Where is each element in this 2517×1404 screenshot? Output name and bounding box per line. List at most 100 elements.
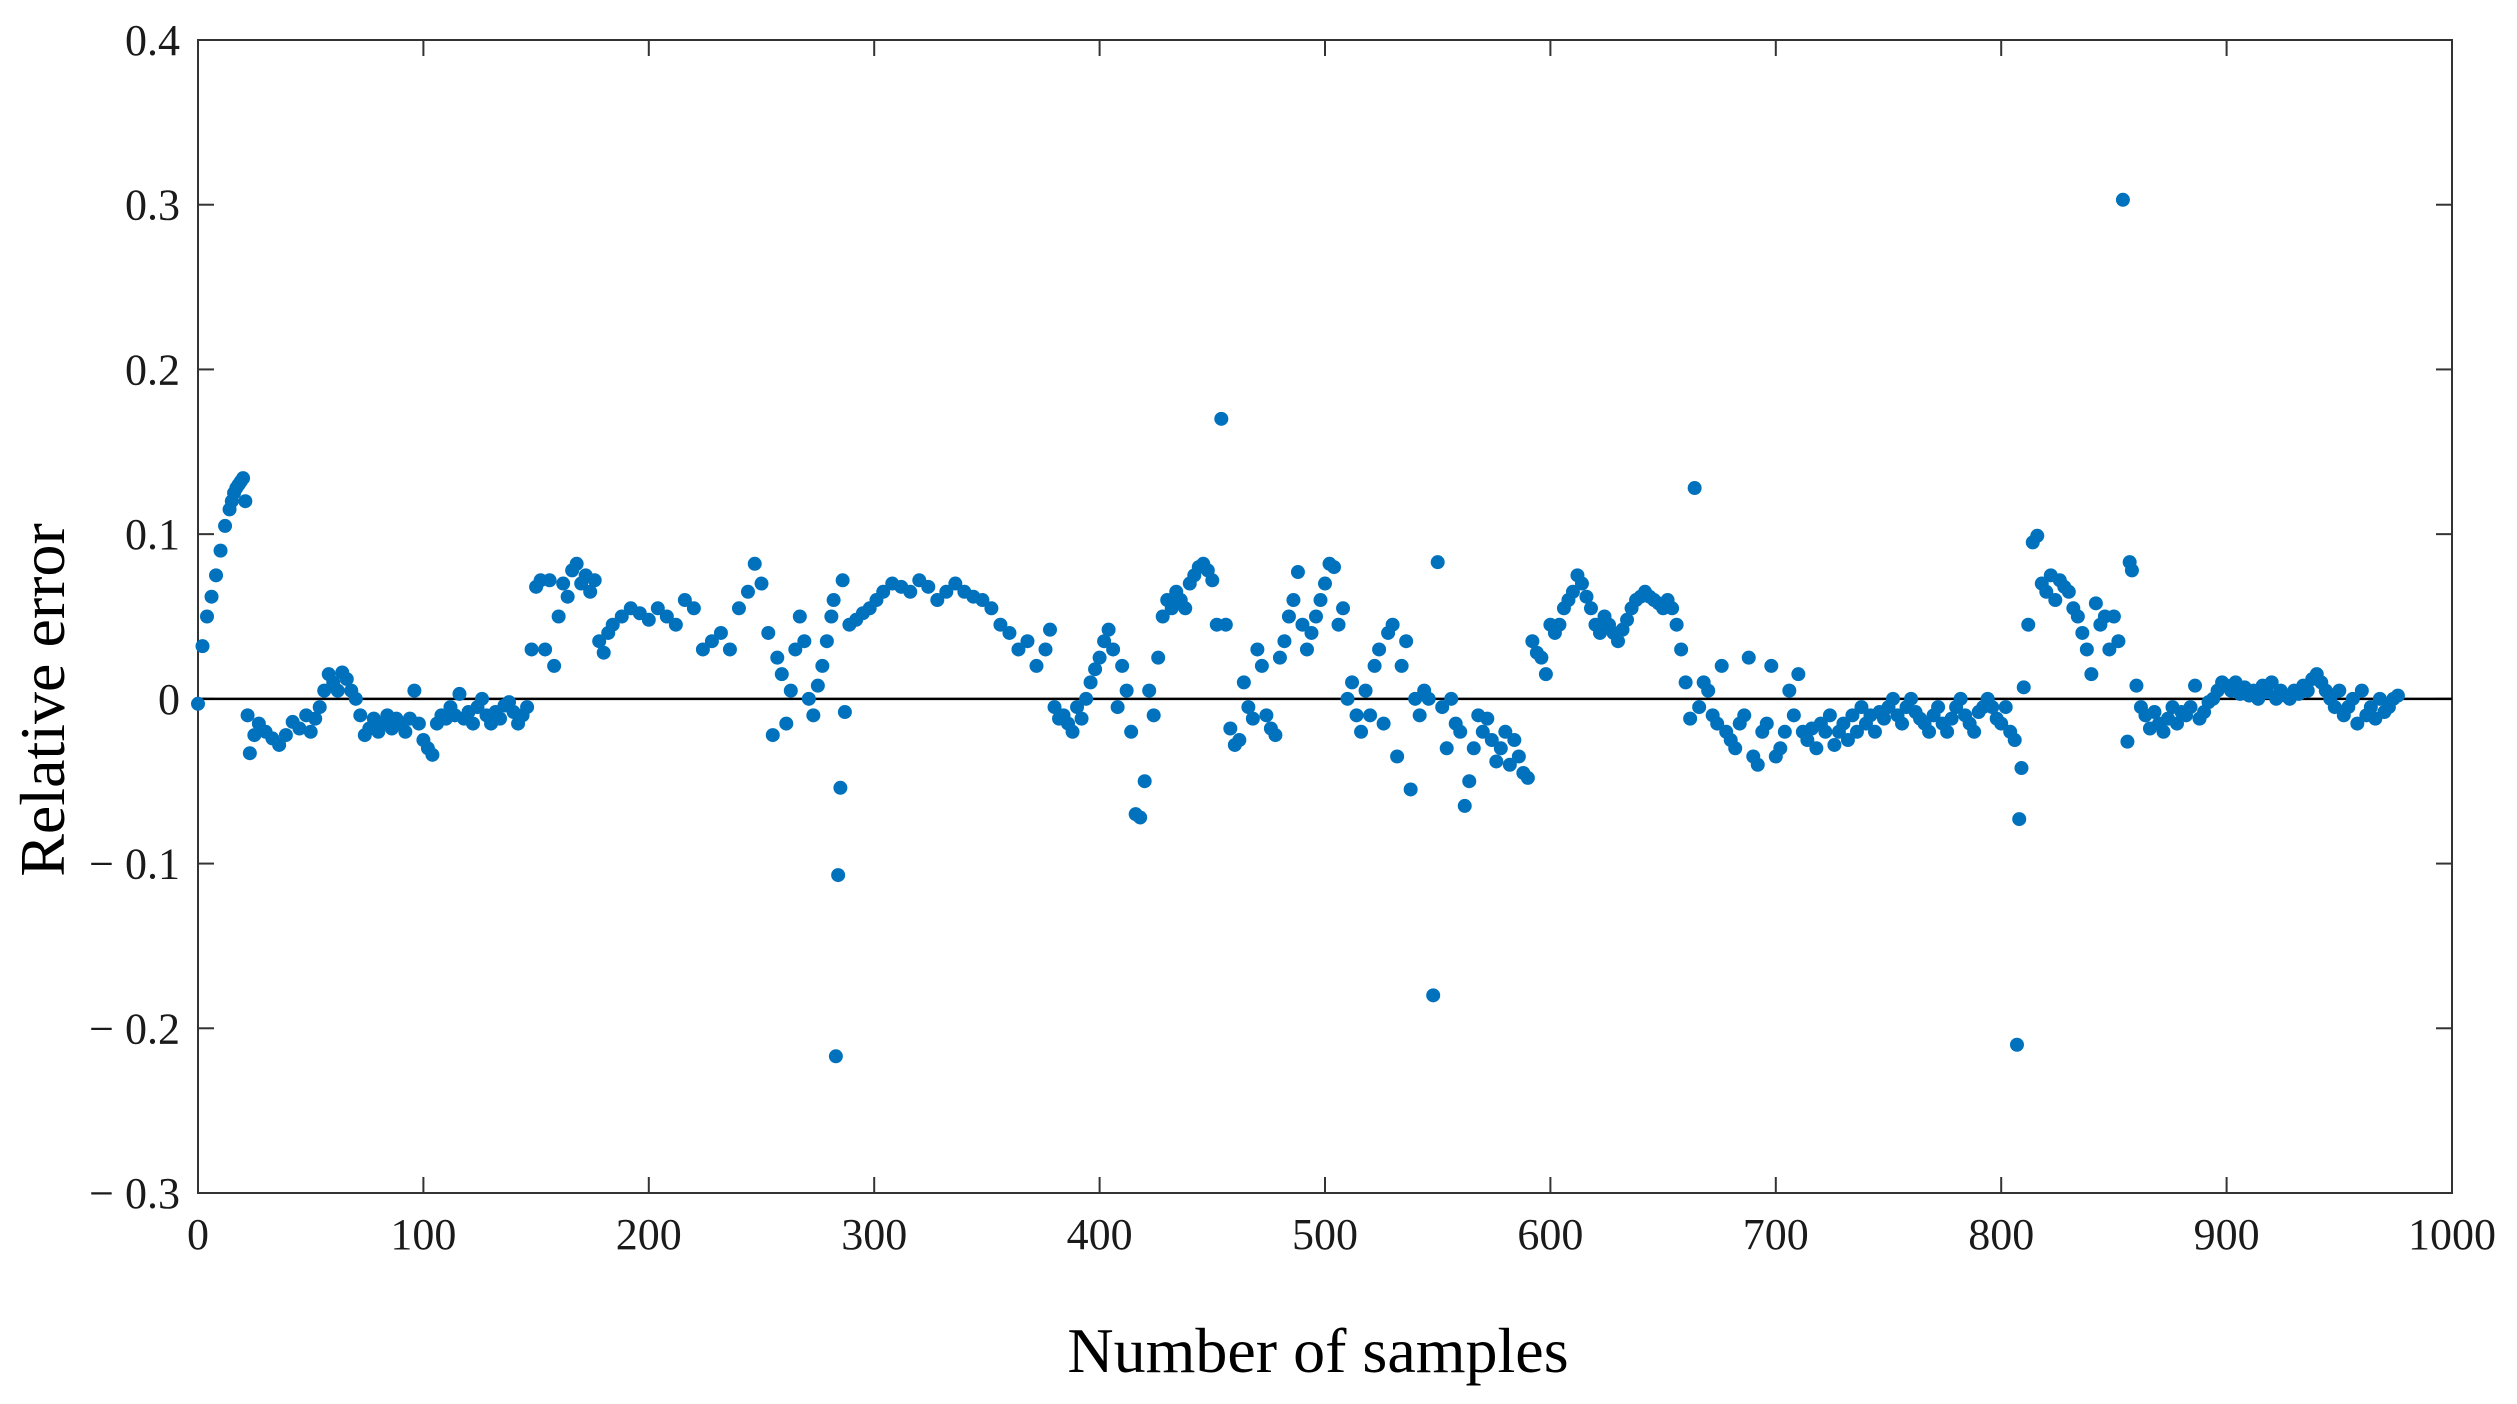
data-point	[1218, 617, 1233, 632]
data-point	[1922, 724, 1937, 739]
data-point	[1845, 708, 1860, 723]
data-point	[1426, 988, 1441, 1003]
data-point	[975, 593, 990, 608]
data-point	[583, 584, 598, 599]
data-point	[1390, 749, 1405, 764]
data-point	[200, 609, 215, 624]
data-point	[204, 589, 219, 604]
x-tick-label: 0	[187, 1210, 209, 1259]
data-point	[731, 601, 746, 616]
data-point	[1904, 691, 1919, 706]
data-point	[407, 683, 422, 698]
data-point	[1466, 741, 1481, 756]
data-point	[1484, 733, 1499, 748]
data-point	[2332, 683, 2347, 698]
data-point	[1822, 708, 1837, 723]
data-point	[1800, 733, 1815, 748]
data-point	[1408, 691, 1423, 706]
data-point	[1151, 650, 1166, 665]
data-point	[1944, 711, 1959, 726]
data-point	[2156, 724, 2171, 739]
data-point	[641, 612, 656, 627]
data-point	[1777, 724, 1792, 739]
data-point	[722, 642, 737, 657]
data-point	[2030, 528, 2045, 543]
data-point	[1020, 634, 1035, 649]
data-point	[614, 609, 629, 624]
data-point	[1299, 642, 1314, 657]
data-point	[1710, 716, 1725, 731]
data-point	[1178, 601, 1193, 616]
data-point	[747, 556, 762, 571]
data-point	[1854, 700, 1869, 715]
data-point	[1155, 609, 1170, 624]
x-tick-label: 500	[1292, 1210, 1358, 1259]
data-point	[2014, 761, 2029, 776]
data-point	[1214, 411, 1229, 426]
x-tick-label: 700	[1743, 1210, 1809, 1259]
data-point	[2147, 705, 2162, 720]
x-tick-label: 400	[1067, 1210, 1133, 1259]
data-point	[801, 691, 816, 706]
data-point	[1764, 658, 1779, 673]
data-point	[1399, 634, 1414, 649]
data-point	[876, 584, 891, 599]
data-point	[1394, 658, 1409, 673]
data-point	[1164, 601, 1179, 616]
data-point	[1538, 667, 1553, 682]
y-tick-label: 0	[158, 675, 180, 724]
x-axis-title: Number of samples	[1067, 1315, 1568, 1386]
data-point	[1967, 724, 1982, 739]
data-point	[1318, 576, 1332, 591]
data-point	[810, 678, 825, 693]
y-tick-label: − 0.1	[89, 840, 180, 889]
data-point	[1985, 700, 2000, 715]
data-point	[677, 593, 692, 608]
data-point	[1728, 741, 1743, 756]
data-point	[1372, 642, 1387, 657]
data-point	[2120, 734, 2135, 749]
x-tick-label: 900	[2194, 1210, 2260, 1259]
data-point	[1674, 642, 1689, 657]
data-point	[1340, 691, 1355, 706]
data-point	[1827, 737, 1842, 752]
data-point	[1809, 741, 1824, 756]
data-point	[1759, 716, 1774, 731]
data-point	[833, 780, 848, 795]
data-point	[1940, 724, 1955, 739]
data-point	[1070, 700, 1085, 715]
data-point	[1886, 691, 1901, 706]
data-point	[303, 724, 318, 739]
data-point	[1223, 721, 1238, 736]
data-point	[779, 716, 794, 731]
data-point	[2088, 596, 2103, 611]
data-point	[704, 634, 719, 649]
data-point	[1498, 724, 1513, 739]
data-point	[1511, 749, 1526, 764]
data-point	[2354, 683, 2369, 698]
data-point	[1259, 708, 1274, 723]
data-point	[815, 658, 830, 673]
data-point	[930, 593, 945, 608]
data-point	[1241, 700, 1256, 715]
data-point	[2039, 584, 2054, 599]
data-point	[831, 868, 846, 883]
data-point	[1714, 658, 1729, 673]
data-point	[659, 609, 674, 624]
data-point	[2363, 700, 2378, 715]
data-point	[1583, 601, 1598, 616]
data-point	[1849, 724, 1864, 739]
data-point	[1453, 724, 1468, 739]
data-point	[2084, 667, 2099, 682]
data-point	[797, 634, 812, 649]
data-point	[2016, 680, 2031, 695]
data-point	[339, 672, 354, 687]
data-point	[770, 650, 785, 665]
data-point	[524, 642, 539, 657]
data-point	[1367, 658, 1382, 673]
data-point	[1205, 573, 1220, 588]
data-point	[2115, 192, 2130, 207]
data-point	[740, 584, 755, 599]
data-point	[826, 593, 841, 608]
data-point	[948, 576, 963, 591]
